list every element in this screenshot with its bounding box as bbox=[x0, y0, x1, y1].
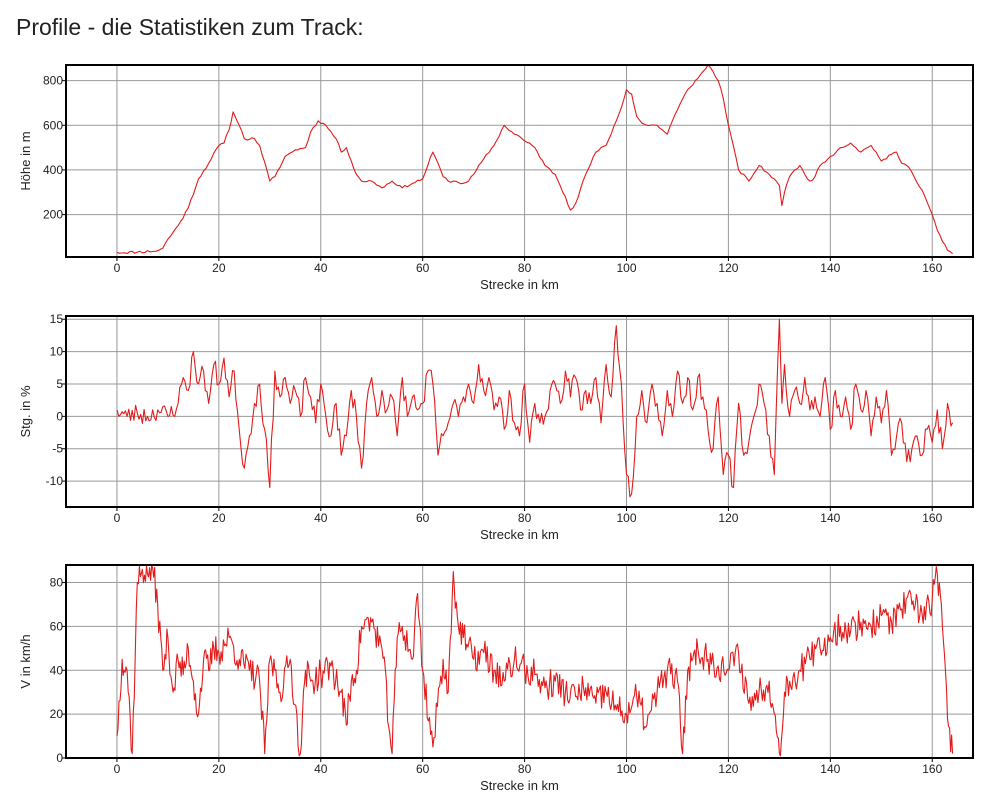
plot-frame bbox=[65, 64, 974, 258]
x-tick-label: 60 bbox=[416, 511, 430, 525]
y-tick-label: 60 bbox=[50, 619, 64, 633]
x-tick-label: 80 bbox=[518, 762, 532, 776]
y-tick-label: 0 bbox=[56, 751, 63, 765]
x-tick-label: 100 bbox=[616, 511, 636, 525]
x-tick-label: 20 bbox=[212, 762, 226, 776]
y-tick-label: 15 bbox=[50, 312, 64, 326]
x-tick-label: 140 bbox=[820, 762, 840, 776]
chart-3: 0 20 40 60 80 100 120 140 160 0 20 40 60 80 Strecke in… bbox=[18, 564, 974, 793]
x-tick-label: 0 bbox=[114, 511, 121, 525]
x-tick-label: 0 bbox=[114, 762, 121, 776]
x-tick-label: 120 bbox=[718, 762, 738, 776]
gridlines bbox=[66, 565, 973, 759]
x-tick-label: 100 bbox=[616, 261, 636, 275]
x-tick-label: 40 bbox=[314, 762, 328, 776]
y-axis-label: Stg. in % bbox=[18, 385, 33, 437]
y-tick-label: 80 bbox=[50, 576, 64, 590]
x-tick-label: 60 bbox=[416, 762, 430, 776]
page-title: Profile - die Statistiken zum Track: bbox=[16, 14, 364, 40]
gridlines bbox=[66, 65, 973, 257]
y-tick-label: 0 bbox=[56, 409, 63, 423]
x-tick-label: 60 bbox=[416, 261, 430, 275]
y-tick-label: 10 bbox=[50, 345, 64, 359]
y-tick-label: 20 bbox=[50, 707, 64, 721]
chart-2: 0 20 40 60 80 100 120 140 160 -10 -5 0 5 10 15 Strecke … bbox=[18, 312, 974, 542]
y-tick-label: 400 bbox=[43, 163, 63, 177]
plot-frame bbox=[65, 564, 974, 759]
data-series-line bbox=[116, 64, 953, 255]
x-tick-label: 40 bbox=[314, 511, 328, 525]
x-axis-label: Strecke in km bbox=[480, 277, 559, 292]
x-tick-label: 160 bbox=[922, 762, 942, 776]
x-tick-label: 80 bbox=[518, 511, 532, 525]
y-tick-label: -5 bbox=[52, 442, 63, 456]
data-series-line bbox=[116, 318, 954, 498]
x-tick-label: 100 bbox=[616, 762, 636, 776]
y-tick-label: 40 bbox=[50, 663, 64, 677]
x-tick-label: 120 bbox=[718, 261, 738, 275]
x-tick-label: 40 bbox=[314, 261, 328, 275]
chart-1: 0 20 40 60 80 100 120 140 160 200 400 600 800 Strecke… bbox=[18, 64, 974, 292]
x-tick-label: 140 bbox=[820, 511, 840, 525]
x-tick-label: 20 bbox=[212, 511, 226, 525]
data-series-line bbox=[116, 565, 954, 757]
y-axis-label: Höhe in m bbox=[18, 131, 33, 190]
gridlines bbox=[66, 316, 973, 507]
x-tick-label: 140 bbox=[820, 261, 840, 275]
x-tick-label: 80 bbox=[518, 261, 532, 275]
y-tick-label: 800 bbox=[43, 74, 63, 88]
y-tick-label: 600 bbox=[43, 118, 63, 132]
x-axis-label: Strecke in km bbox=[480, 527, 559, 542]
x-tick-label: 0 bbox=[114, 261, 121, 275]
x-tick-label: 160 bbox=[922, 261, 942, 275]
y-tick-label: 200 bbox=[43, 208, 63, 222]
y-tick-label: -10 bbox=[46, 474, 64, 488]
x-axis-label: Strecke in km bbox=[480, 778, 559, 793]
y-tick-label: 5 bbox=[56, 377, 63, 391]
x-tick-label: 20 bbox=[212, 261, 226, 275]
x-tick-label: 160 bbox=[922, 511, 942, 525]
x-tick-label: 120 bbox=[718, 511, 738, 525]
y-axis-label: V in km/h bbox=[18, 634, 33, 688]
plot-frame bbox=[65, 315, 974, 508]
